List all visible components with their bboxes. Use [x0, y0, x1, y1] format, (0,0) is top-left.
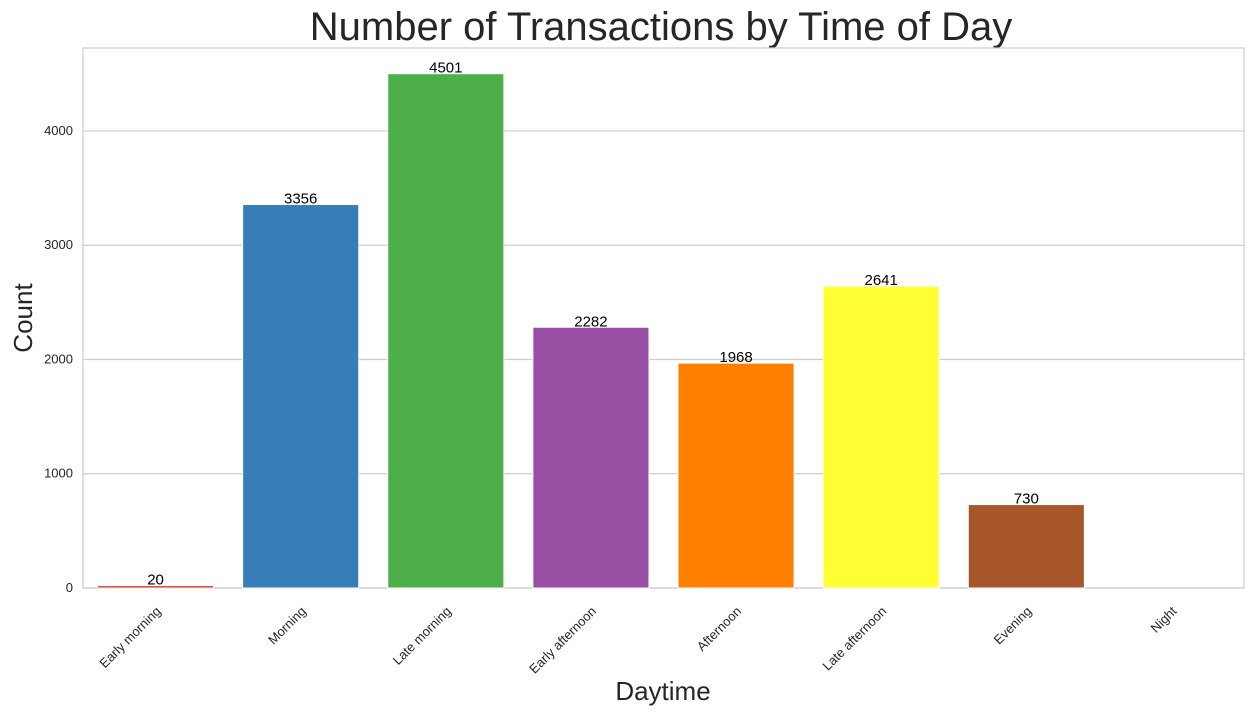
x-axis-ticks: Early morning Morning Late morning Early af…: [96, 603, 1179, 676]
bar-evening: [967, 504, 1085, 589]
x-tick-label: Late morning: [390, 604, 454, 668]
x-tick-label: Early morning: [96, 604, 163, 671]
x-tick-label: Early afternoon: [526, 604, 599, 677]
y-tick-label: 1000: [44, 466, 73, 481]
x-tick-label: Night: [1147, 603, 1179, 635]
bar-late-afternoon: [822, 285, 940, 589]
y-tick-label: 4000: [44, 123, 73, 138]
y-axis-ticks: 0 1000 2000 3000 4000: [44, 123, 73, 595]
bars: [97, 73, 1085, 589]
bar-value-label: 2641: [865, 272, 898, 289]
x-axis-label: Daytime: [615, 676, 710, 706]
bar-value-label: 730: [1014, 491, 1039, 508]
bar-morning: [242, 204, 360, 589]
y-tick-label: 0: [66, 580, 73, 595]
bar-late-morning: [387, 73, 505, 589]
x-tick-label: Late afternoon: [819, 604, 889, 674]
bar-value-label: 20: [147, 572, 164, 589]
x-tick-label: Afternoon: [694, 604, 744, 654]
bar-afternoon: [677, 362, 795, 589]
bar-value-label: 1968: [719, 349, 752, 366]
plot-frame: [82, 47, 1245, 589]
y-tick-label: 2000: [44, 351, 73, 366]
bar-early-afternoon: [532, 326, 650, 589]
y-tick-label: 3000: [44, 237, 73, 252]
bar-value-label: 4501: [429, 60, 462, 77]
x-tick-label: Evening: [991, 604, 1035, 648]
y-axis-label: Count: [8, 283, 38, 353]
bar-value-label: 2282: [574, 313, 607, 330]
chart-title: Number of Transactions by Time of Day: [310, 5, 1013, 49]
x-tick-label: Morning: [265, 604, 309, 648]
bar-value-label: 3356: [284, 191, 317, 208]
bar-value-labels: 20 3356 4501 2282 1968 2641 730: [147, 60, 1039, 589]
bar-early-morning: [97, 585, 215, 589]
